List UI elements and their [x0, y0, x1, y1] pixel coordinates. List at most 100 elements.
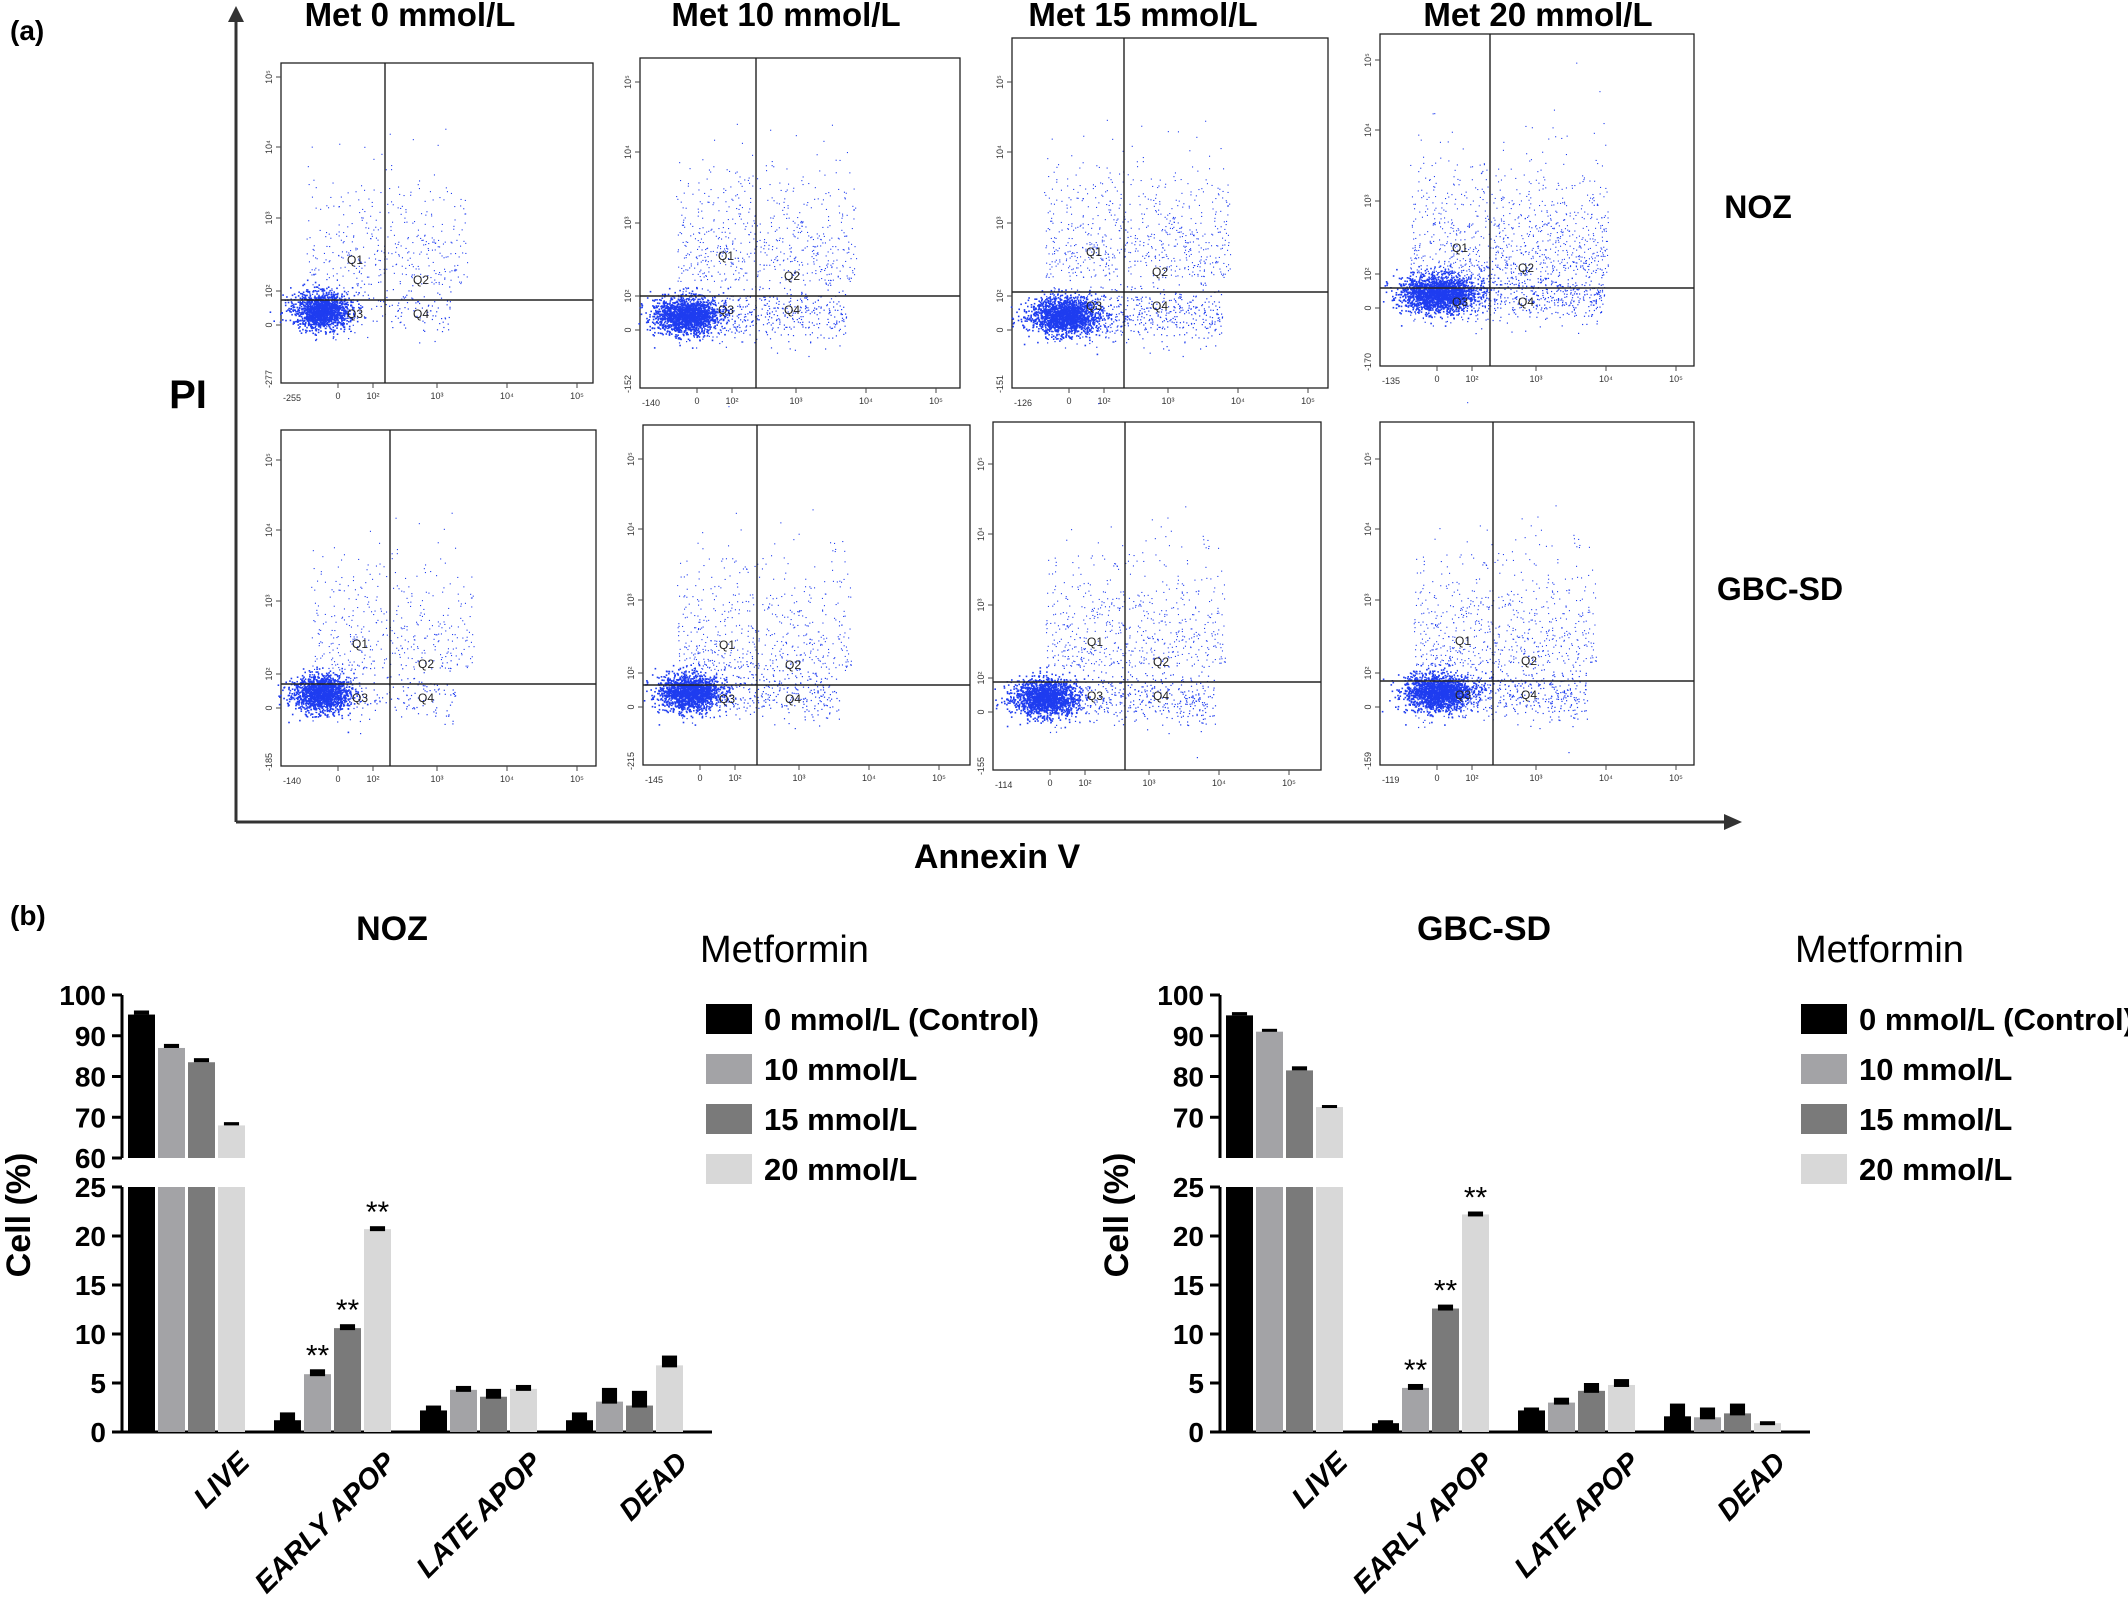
x-tick-label: 10⁴ [859, 396, 873, 406]
y-tick-label: 10³ [1363, 593, 1373, 606]
bar [566, 1412, 593, 1432]
row-label-noz: NOZ [1724, 189, 1792, 225]
error-bar [1467, 1211, 1484, 1217]
quadrant-label: Q1 [352, 637, 368, 651]
legend-item: 15 mmol/L [764, 1102, 917, 1137]
x-tick-labels: 0 10² 10³ 10⁴ 10⁵ -140 [642, 388, 943, 408]
x-tick-label: 0 [335, 774, 340, 784]
flow-cytometry-panels: Q1 Q2 Q3 Q4 0 10² 10³ 10⁴ 10⁵ -255 0 10² 10³ 10⁴ 10⁵ -2… [264, 33, 1695, 790]
x-tick-label: 0 [1434, 374, 1439, 384]
quadrant-label: Q2 [1153, 655, 1169, 669]
event-dots [1382, 62, 1609, 335]
error-bar [601, 1387, 618, 1404]
y-tick-label: 0 [995, 327, 1005, 332]
y-tick-label: 10³ [995, 216, 1005, 229]
error-bar [133, 1010, 150, 1015]
legend-swatch [1801, 1004, 1847, 1034]
y-tick-labels: 0 10² 10³ 10⁴ 10⁵ -185 [264, 453, 281, 771]
x-tick-labels: 0 10² 10³ 10⁴ 10⁵ -135 [1382, 366, 1683, 386]
bar: ** [364, 1196, 391, 1432]
x-tick-label: 10⁵ [1669, 374, 1683, 384]
significance-marker: ** [1404, 1354, 1428, 1387]
error-bar [309, 1369, 326, 1377]
y-tick-label: 10³ [623, 216, 633, 229]
bar [420, 1405, 447, 1432]
quadrant-label: Q2 [1518, 261, 1534, 275]
error-bar [163, 1043, 180, 1048]
x-tick-label: 10³ [1142, 778, 1155, 788]
event-dots [269, 128, 469, 344]
x-tick-label: 10⁴ [1231, 396, 1245, 406]
y-tick-label: 10⁵ [995, 75, 1005, 89]
bar: ** [304, 1339, 331, 1432]
y-tick-label: 90 [1173, 1021, 1204, 1052]
y-axis-label: Cell (%) [0, 1153, 38, 1278]
category-label: DEAD [1711, 1446, 1792, 1527]
y-tick-labels: 0 10² 10³ 10⁴ 10⁵ -159 [1363, 452, 1380, 770]
panel-label-a: (a) [10, 15, 44, 46]
y-tick-label: 10⁵ [623, 75, 633, 89]
y-tick-label: 10⁴ [626, 522, 636, 536]
y-tick-labels: 0 10² 10³ 10⁴ 10⁵ -215 [626, 452, 643, 770]
x-tick-label: 10⁵ [1301, 396, 1315, 406]
bar [218, 1122, 245, 1432]
quadrant-label: Q1 [719, 638, 735, 652]
y-tick-label: 10² [264, 284, 274, 297]
y-tick-label: 0 [623, 327, 633, 332]
category-label: LATE APOP [410, 1446, 548, 1584]
y-axis-label: Cell (%) [1098, 1153, 1136, 1278]
legend-item: 15 mmol/L [1859, 1102, 2012, 1137]
quadrant-label: Q3 [1455, 688, 1471, 702]
flow-x-axis [236, 814, 1742, 830]
bar [1694, 1407, 1721, 1432]
x-tick-label: 10⁴ [500, 774, 514, 784]
bar [1518, 1407, 1545, 1432]
quadrant-label: Q4 [413, 307, 429, 321]
legend-item: 10 mmol/L [1859, 1052, 2012, 1087]
quadrant-label: Q1 [718, 249, 734, 263]
significance-marker: ** [306, 1339, 330, 1372]
error-bar [661, 1355, 678, 1368]
x-tick-label: 10² [366, 774, 379, 784]
quadrant-label: Q1 [1087, 635, 1103, 649]
bar [274, 1412, 301, 1432]
y-tick-label: 25 [1173, 1172, 1204, 1203]
y-tick-label: 80 [75, 1062, 106, 1093]
flow-plot-r0-c1: Q1 Q2 Q3 Q4 0 10² 10³ 10⁴ 10⁵ -140 0 10² 10³ 10⁴ 10⁵ -1… [623, 57, 961, 408]
significance-marker: ** [336, 1294, 360, 1327]
y-tick-label: 5 [1188, 1368, 1204, 1399]
y-tick-label: 60 [75, 1143, 106, 1174]
y-tick-label: 10⁴ [1363, 522, 1373, 536]
y-tick-label: 10² [626, 666, 636, 679]
x-tick-labels: 0 10² 10³ 10⁴ 10⁵ -119 [1382, 765, 1683, 785]
y-tick-label: 10³ [976, 598, 986, 611]
x-tick-label: 10⁴ [1212, 778, 1226, 788]
error-bar [339, 1324, 356, 1331]
column-title-0: Met 0 mmol/L [305, 0, 516, 33]
x-tick-label: 10⁴ [862, 773, 876, 783]
legend-item: 0 mmol/L (Control) [764, 1002, 1039, 1037]
bar [1608, 1379, 1635, 1432]
row-label-gbcsd: GBC-SD [1717, 571, 1843, 607]
chart-title: NOZ [356, 910, 428, 948]
flow-plot-r1-c0: Q1 Q2 Q3 Q4 0 10² 10³ 10⁴ 10⁵ -140 0 10² 10³ 10⁴ 10⁵ -1… [264, 429, 597, 786]
x-tick-label: 10⁴ [1599, 773, 1613, 783]
x-tick-label: 10² [725, 396, 738, 406]
quadrant-label: Q2 [418, 657, 434, 671]
legend-swatch [706, 1054, 752, 1084]
error-bar [1759, 1421, 1776, 1426]
quadrant-label: Q3 [1087, 689, 1103, 703]
bar [626, 1390, 653, 1432]
quadrant-label: Q3 [347, 307, 363, 321]
event-dots [638, 123, 858, 358]
flow-y-axis-label: PI [169, 373, 207, 417]
error-bar [631, 1390, 648, 1408]
y-tick-label: 10² [264, 667, 274, 680]
quadrant-label: Q3 [1086, 299, 1102, 313]
x-tick-label: 10² [1465, 374, 1478, 384]
quadrant-label: Q4 [1518, 295, 1534, 309]
x-min-label: -135 [1382, 376, 1400, 386]
x-min-label: -114 [995, 780, 1012, 790]
y-tick-label: 10⁴ [976, 527, 986, 541]
x-min-label: -126 [1014, 398, 1032, 408]
